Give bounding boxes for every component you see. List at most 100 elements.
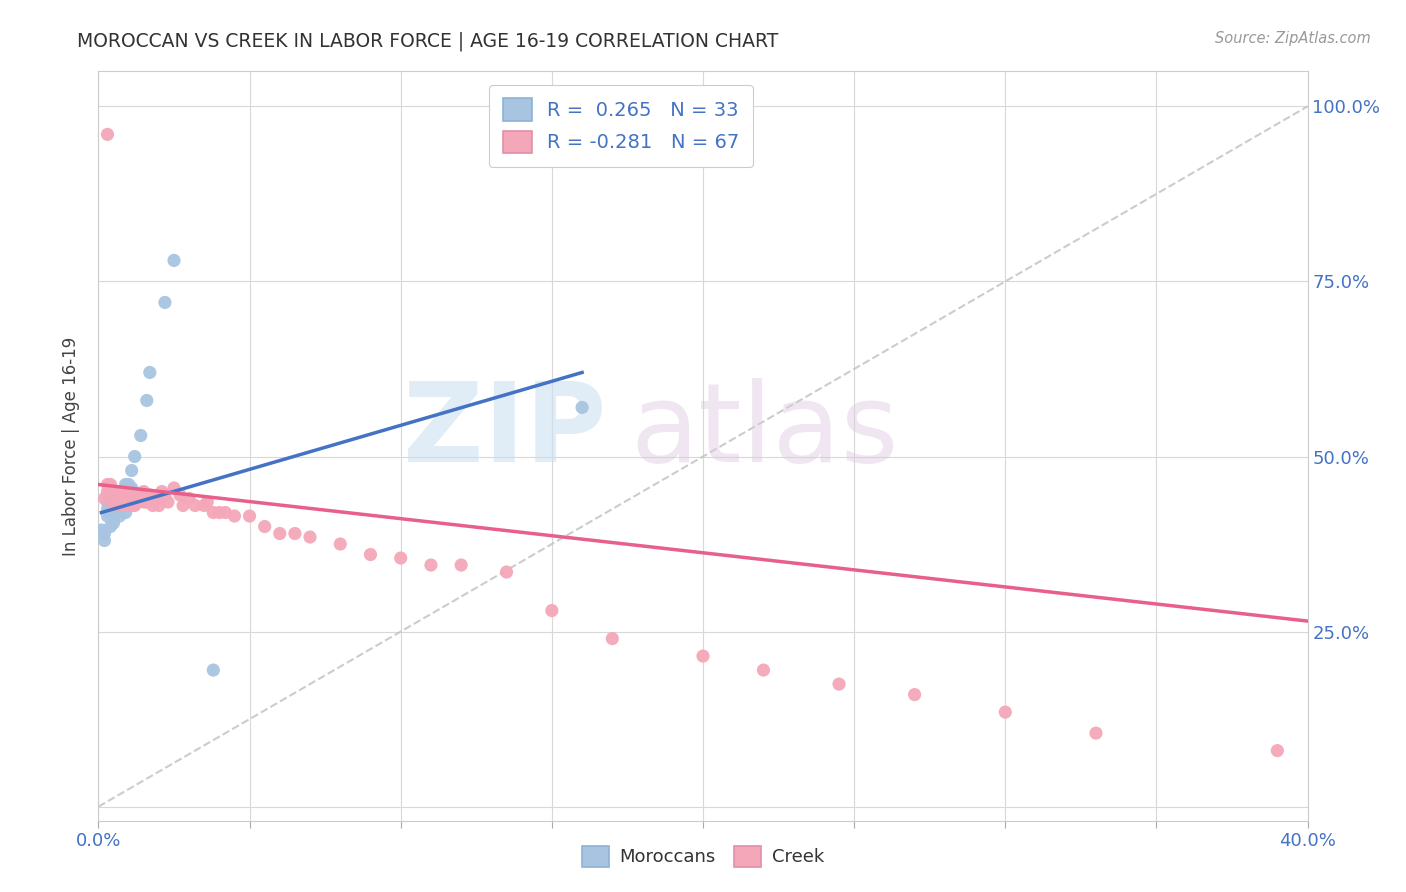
- Point: [132, 495, 155, 509]
- Point: [129, 491, 152, 506]
- Point: [118, 477, 141, 491]
- Point: [184, 499, 207, 513]
- Point: [93, 526, 115, 541]
- Point: [360, 548, 382, 562]
- Point: [96, 128, 118, 142]
- Point: [202, 506, 225, 520]
- Point: [96, 495, 118, 509]
- Point: [828, 677, 851, 691]
- Point: [108, 488, 131, 502]
- Point: [105, 506, 128, 520]
- Point: [108, 509, 131, 524]
- Point: [450, 558, 472, 572]
- Point: [105, 499, 128, 513]
- Point: [193, 499, 215, 513]
- Point: [90, 523, 112, 537]
- Point: [153, 488, 176, 502]
- Point: [420, 558, 443, 572]
- Point: [108, 484, 131, 499]
- Point: [103, 506, 125, 520]
- Point: [692, 649, 714, 664]
- Point: [124, 499, 146, 513]
- Text: ZIP: ZIP: [404, 377, 606, 484]
- Point: [139, 488, 162, 502]
- Point: [602, 632, 624, 646]
- Point: [135, 393, 157, 408]
- Point: [118, 495, 141, 509]
- Point: [103, 484, 125, 499]
- Point: [105, 488, 128, 502]
- Text: atlas: atlas: [630, 377, 898, 484]
- Point: [299, 530, 322, 544]
- Point: [214, 506, 236, 520]
- Point: [93, 491, 115, 506]
- Point: [994, 705, 1017, 719]
- Point: [904, 688, 927, 702]
- Point: [208, 506, 231, 520]
- Point: [145, 491, 167, 506]
- Point: [148, 499, 170, 513]
- Point: [224, 509, 246, 524]
- Point: [540, 603, 562, 617]
- Point: [139, 366, 162, 380]
- Point: [195, 495, 218, 509]
- Point: [103, 495, 125, 509]
- Point: [114, 488, 136, 502]
- Point: [96, 509, 118, 524]
- Point: [129, 428, 152, 442]
- Point: [121, 488, 143, 502]
- Point: [103, 499, 125, 513]
- Point: [105, 488, 128, 502]
- Point: [121, 481, 143, 495]
- Point: [114, 477, 136, 491]
- Point: [495, 565, 517, 579]
- Point: [1085, 726, 1108, 740]
- Point: [121, 499, 143, 513]
- Point: [752, 663, 775, 677]
- Point: [100, 506, 122, 520]
- Point: [114, 491, 136, 506]
- Point: [135, 495, 157, 509]
- Point: [169, 488, 191, 502]
- Point: [163, 481, 186, 495]
- Point: [96, 484, 118, 499]
- Point: [163, 253, 186, 268]
- Point: [108, 495, 131, 509]
- Point: [111, 488, 134, 502]
- Point: [124, 488, 146, 502]
- Point: [114, 499, 136, 513]
- Point: [114, 484, 136, 499]
- Point: [118, 491, 141, 506]
- Point: [142, 499, 165, 513]
- Point: [202, 663, 225, 677]
- Text: MOROCCAN VS CREEK IN LABOR FORCE | AGE 16-19 CORRELATION CHART: MOROCCAN VS CREEK IN LABOR FORCE | AGE 1…: [77, 31, 779, 51]
- Text: Source: ZipAtlas.com: Source: ZipAtlas.com: [1215, 31, 1371, 46]
- Point: [111, 488, 134, 502]
- Point: [127, 495, 149, 509]
- Point: [153, 295, 176, 310]
- Point: [284, 526, 307, 541]
- Legend: R =  0.265   N = 33, R = -0.281   N = 67: R = 0.265 N = 33, R = -0.281 N = 67: [489, 85, 754, 167]
- Point: [124, 450, 146, 464]
- Point: [111, 495, 134, 509]
- Point: [118, 499, 141, 513]
- Point: [121, 463, 143, 477]
- Point: [105, 495, 128, 509]
- Point: [100, 477, 122, 491]
- Point: [239, 509, 262, 524]
- Point: [135, 491, 157, 506]
- Point: [132, 484, 155, 499]
- Point: [127, 491, 149, 506]
- Point: [96, 477, 118, 491]
- Legend: Moroccans, Creek: Moroccans, Creek: [575, 838, 831, 874]
- Point: [1267, 743, 1289, 757]
- Point: [103, 516, 125, 530]
- Point: [93, 533, 115, 548]
- Point: [156, 495, 179, 509]
- Point: [253, 519, 276, 533]
- Point: [150, 484, 173, 499]
- Point: [329, 537, 352, 551]
- Point: [389, 551, 412, 566]
- Point: [111, 499, 134, 513]
- Point: [172, 499, 194, 513]
